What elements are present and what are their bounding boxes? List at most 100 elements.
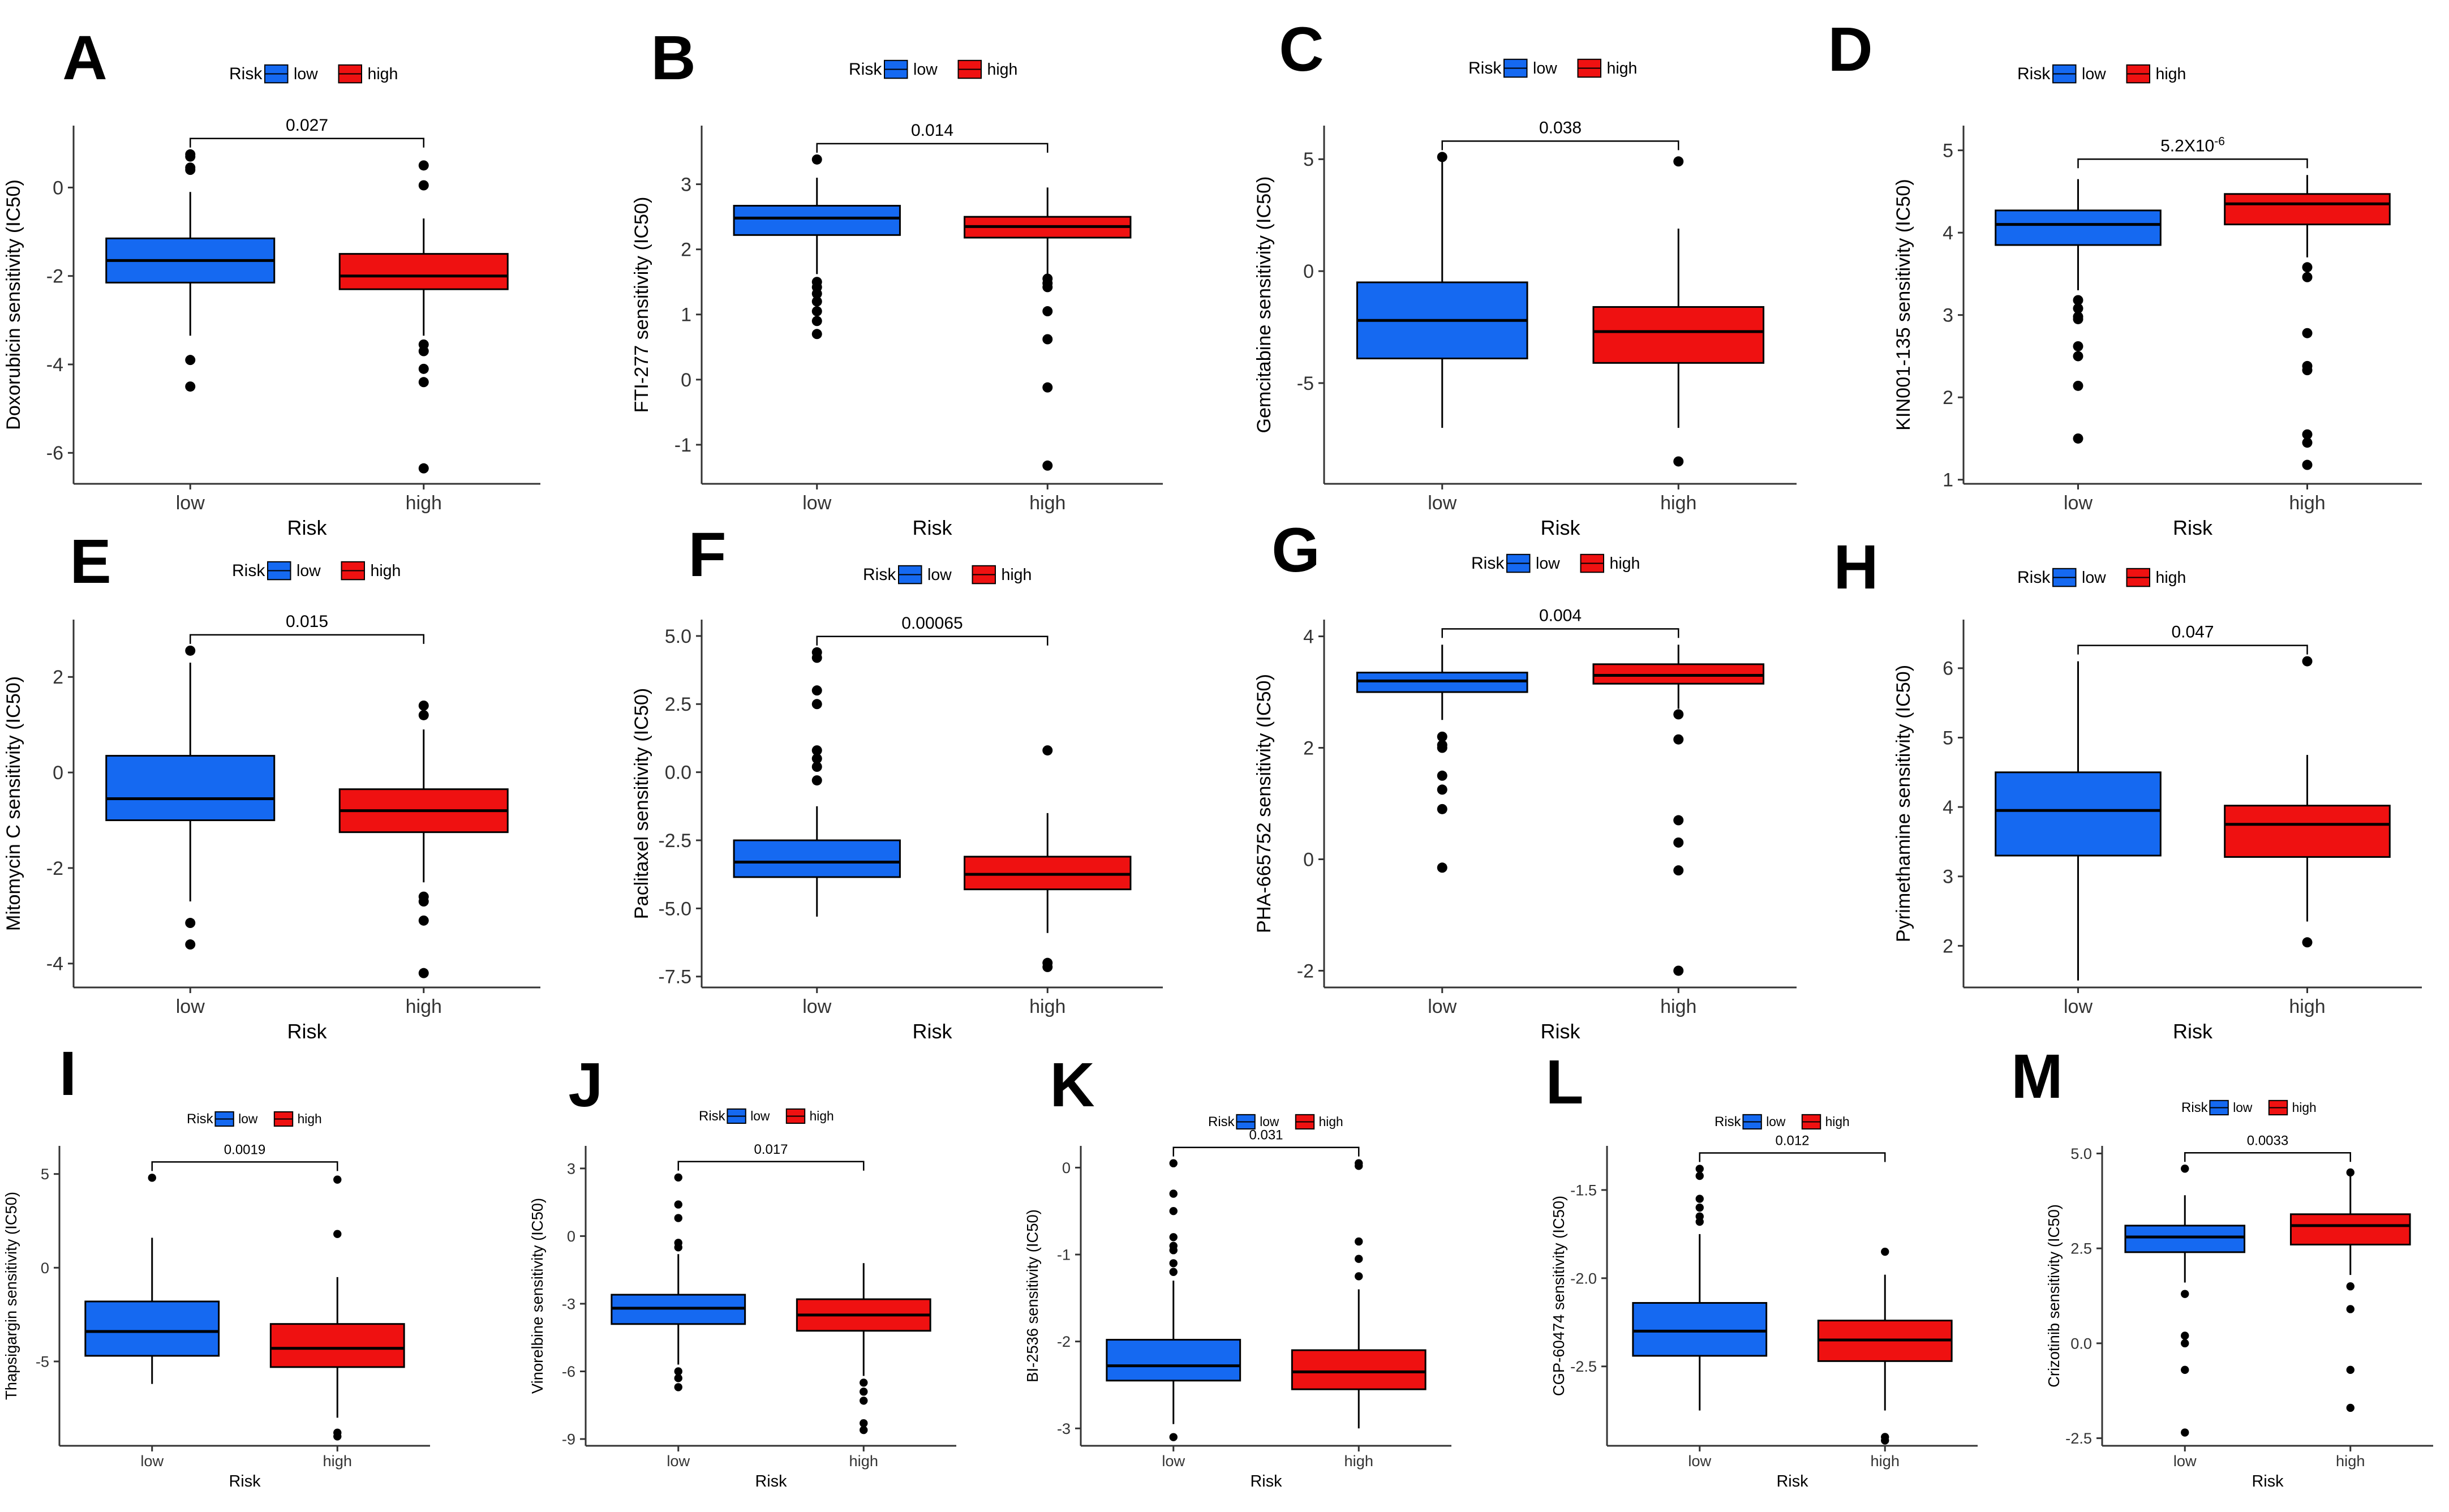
y-tick-label: 1 xyxy=(1943,470,1953,491)
outlier-point xyxy=(418,710,429,720)
y-axis-title: KIN001-135 sensitivity (IC50) xyxy=(1893,179,1914,431)
box-iqr xyxy=(2289,1213,2411,1245)
bracket-line xyxy=(1441,628,1679,638)
x-axis-title: Risk xyxy=(913,516,953,539)
outlier-point xyxy=(1437,784,1447,795)
outlier-point xyxy=(1355,1162,1363,1170)
outlier-point xyxy=(2302,365,2313,376)
x-axis-title: Risk xyxy=(287,516,328,539)
y-axis-title: BI-2536 sensitivity (IC50) xyxy=(1024,1209,1041,1382)
outlier-point xyxy=(674,1243,682,1252)
y-tick-label: -5.0 xyxy=(658,898,691,920)
legend-label: high xyxy=(2156,569,2186,587)
y-tick-label: 5.0 xyxy=(665,626,691,647)
x-tick-label-high: high xyxy=(2336,1452,2365,1470)
legend-key-low: low xyxy=(1742,1114,1786,1130)
y-tick-label: -5 xyxy=(36,1352,49,1370)
y-tick-label: -5 xyxy=(1297,373,1314,394)
outlier-point xyxy=(2073,313,2083,324)
panel-a: A Risk low high 0 -2 -4 -6 Doxorubicin sensitivi… xyxy=(3,23,540,539)
box-high xyxy=(338,700,509,978)
legend-title: Risk xyxy=(1471,554,1505,573)
outlier-point xyxy=(333,1175,342,1184)
outlier-point xyxy=(148,1174,156,1182)
outlier-point xyxy=(2346,1305,2355,1313)
y-axis-title: Thapsigargin sensitivity (IC50) xyxy=(2,1192,20,1400)
legend-label: high xyxy=(987,61,1018,79)
y-tick-label: -2 xyxy=(46,858,63,879)
x-tick-label-low: low xyxy=(802,492,831,514)
outlier-point xyxy=(2073,380,2083,391)
p-value: 0.038 xyxy=(1539,118,1582,137)
legend-key-high: high xyxy=(957,59,1018,79)
outlier-point xyxy=(418,363,429,374)
y-tick-label: 2 xyxy=(681,239,691,261)
y-tick-label: -6 xyxy=(562,1363,575,1380)
outlier-point xyxy=(418,915,429,926)
p-value: 0.0019 xyxy=(224,1142,265,1157)
outlier-point xyxy=(2181,1365,2189,1374)
box-low xyxy=(105,149,276,392)
x-tick-label-low: low xyxy=(2064,996,2093,1017)
outlier-point xyxy=(2073,295,2083,306)
legend-title: Risk xyxy=(229,65,263,83)
panel-letter: D xyxy=(1828,15,1872,84)
legend-key-low: low xyxy=(2052,568,2106,587)
y-axis-title: Vinorelbine sensitivity (IC50) xyxy=(529,1198,546,1394)
legend-key-low: low xyxy=(1506,553,1560,573)
y-tick-label: 3 xyxy=(567,1159,575,1177)
panel-e: E Risk low high 2 0 -2 -4 Mitomycin C sensitivit… xyxy=(3,527,540,1043)
outlier-point xyxy=(1042,745,1053,756)
y-axis-title: PHA-665752 sensitivity (IC50) xyxy=(1253,674,1275,933)
legend-label: low xyxy=(297,562,321,580)
legend-key-high: high xyxy=(2126,568,2186,587)
box-low xyxy=(105,645,276,950)
box-iqr xyxy=(1291,1349,1427,1390)
legend-label: low xyxy=(1766,1114,1786,1129)
outlier-point xyxy=(811,753,822,764)
box-low xyxy=(84,1174,220,1384)
outlier-point xyxy=(1042,382,1053,393)
panel-d: D Risk low high 5 4 3 2 1 KIN001-135 sensitivity … xyxy=(1828,15,2422,539)
box-high xyxy=(964,745,1132,972)
outlier-point xyxy=(1169,1207,1178,1215)
y-axis-title: Mitomycin C sensitivity (IC50) xyxy=(3,676,24,931)
legend-label: low xyxy=(294,65,318,83)
y-tick-label: -6 xyxy=(46,443,63,464)
legend-key-high: high xyxy=(273,1111,322,1127)
panel-letter: H xyxy=(1833,532,1878,602)
outlier-point xyxy=(2073,341,2083,351)
x-axis-title: Risk xyxy=(229,1472,261,1490)
outlier-point xyxy=(1673,815,1684,826)
box-high xyxy=(1291,1159,1427,1429)
x-axis-title: Risk xyxy=(2173,516,2213,539)
box-low xyxy=(611,1173,746,1391)
legend-title: Risk xyxy=(232,561,265,580)
outlier-point xyxy=(811,775,822,786)
legend-title: Risk xyxy=(1208,1114,1235,1129)
outlier-point xyxy=(2073,351,2083,362)
panel-b: B Risk low high 3 2 1 0 -1 FTI-277 sensitivity (I… xyxy=(631,23,1163,539)
y-tick-label: 0.0 xyxy=(2070,1334,2092,1352)
outlier-point xyxy=(2346,1365,2355,1374)
box-iqr xyxy=(269,1323,405,1368)
x-tick-label-high: high xyxy=(406,492,442,514)
outlier-point xyxy=(811,306,822,317)
outlier-point xyxy=(811,652,822,663)
box-high xyxy=(964,187,1132,471)
legend-title: Risk xyxy=(699,1109,726,1124)
outlier-point xyxy=(185,355,196,366)
x-axis-title: Risk xyxy=(1251,1472,1283,1490)
y-tick-label: 0 xyxy=(1303,261,1314,282)
box-low xyxy=(1356,152,1528,428)
box-low xyxy=(1106,1159,1241,1441)
panel-f: F Risk low high 5.0 2.5 0.0 -2.5 -5.0 -7.5 Paclita… xyxy=(631,520,1163,1043)
box-iqr xyxy=(2124,1225,2246,1253)
outlier-point xyxy=(1042,460,1053,471)
y-tick-label: 0 xyxy=(1062,1159,1071,1176)
significance-bracket: 0.0019 xyxy=(151,1142,338,1171)
y-tick-label: -2.5 xyxy=(658,830,691,852)
outlier-point xyxy=(2181,1428,2189,1437)
x-tick-label-high: high xyxy=(1871,1452,1900,1470)
outlier-point xyxy=(418,700,429,711)
